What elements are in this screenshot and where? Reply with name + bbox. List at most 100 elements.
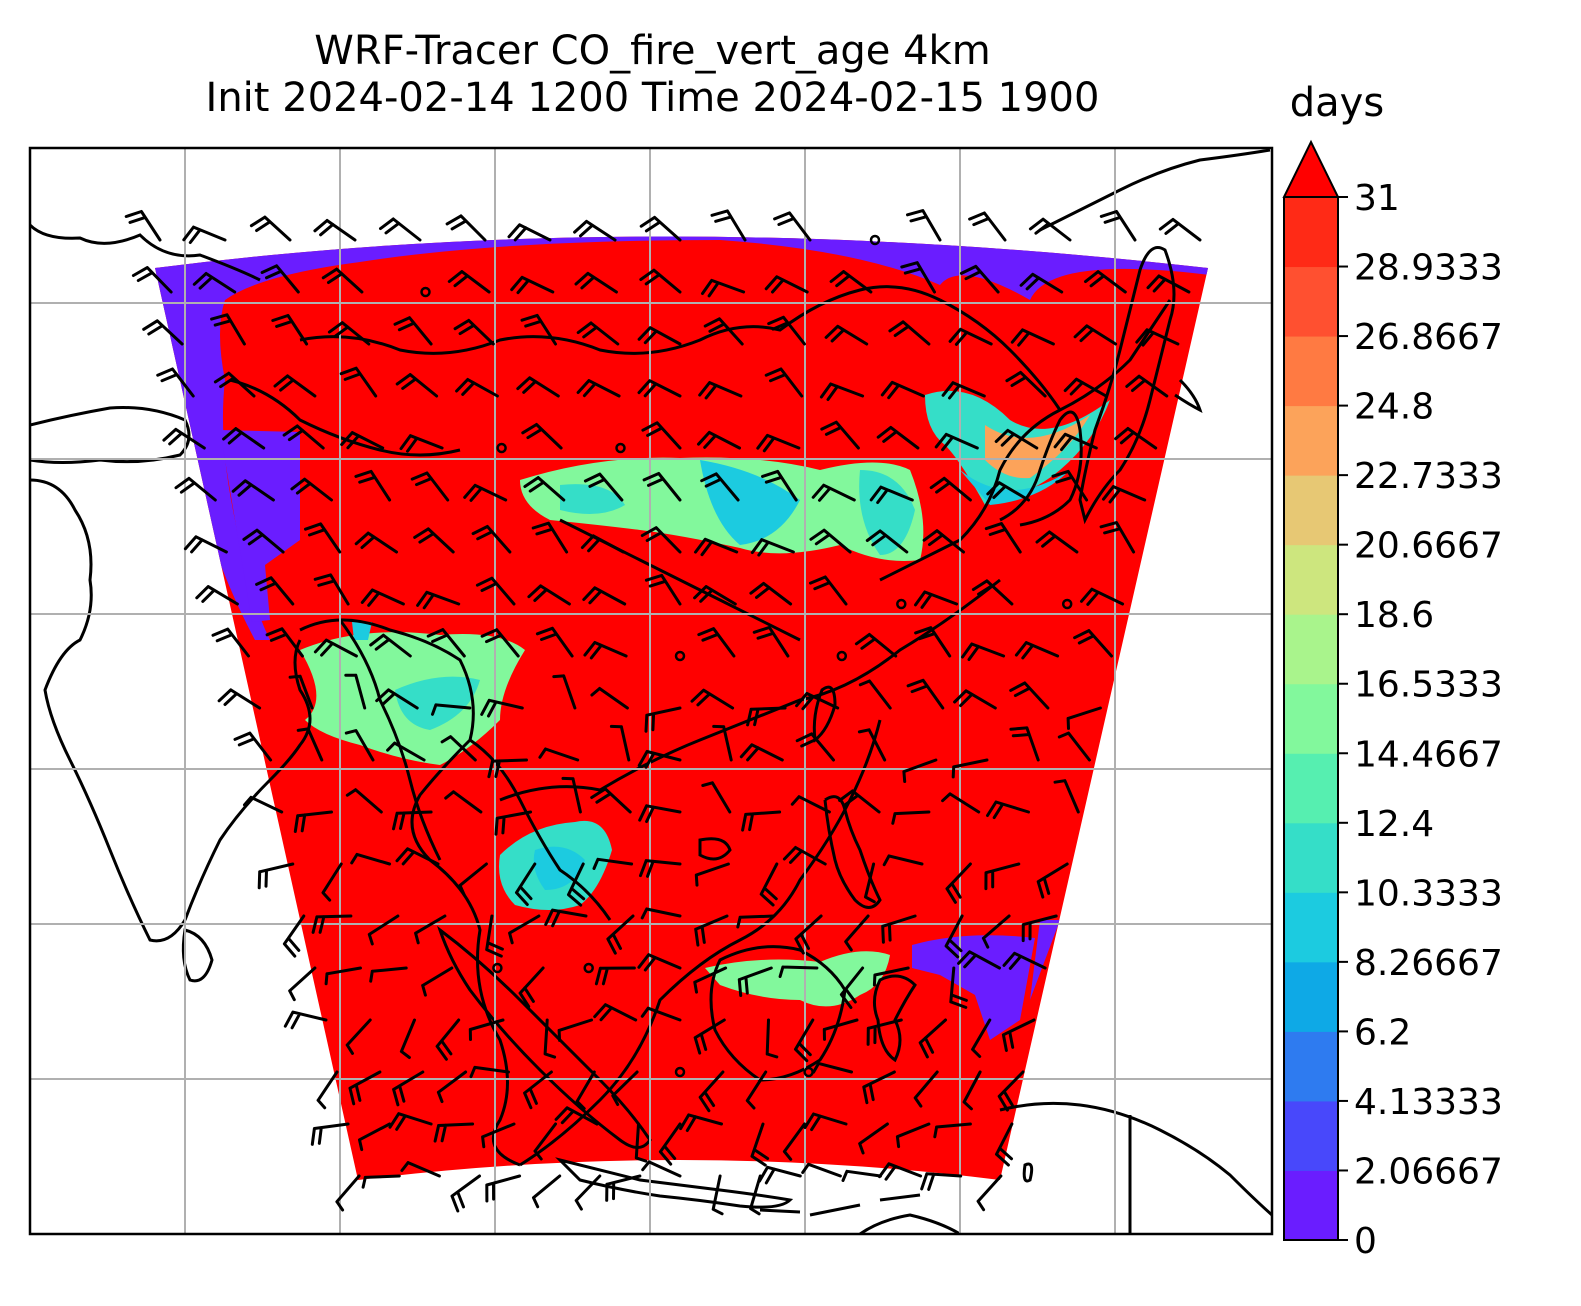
coastline-korea (999, 410, 1083, 527)
wind-barb (360, 588, 405, 607)
coastline-japan (1078, 246, 1176, 525)
wind-barb (609, 724, 631, 762)
wind-barb (803, 1112, 848, 1132)
wind-barb (959, 264, 1000, 294)
wind-barb (693, 966, 728, 994)
wind-barb (213, 371, 256, 398)
colorbar: 0 2.06667 4.13333 6.2 8.26667 10.3333 12.4 14.4… (1282, 139, 1503, 1262)
wind-barb (644, 573, 682, 606)
colorbar-tick-label: 2.06667 (1354, 1151, 1503, 1192)
wind-barb (444, 790, 483, 814)
wind-barb (1073, 324, 1118, 346)
colorbar-extend-arrow (1282, 139, 1340, 198)
wind-barb (131, 266, 173, 294)
wind-barb (413, 527, 455, 554)
coastline-taiwan (812, 685, 837, 743)
wind-barb (1009, 681, 1050, 710)
coastline-india-west (30, 478, 187, 943)
calm-wind-marker (674, 1066, 686, 1078)
wind-barb (811, 483, 856, 502)
wind-barb (475, 576, 516, 606)
wind-barb (997, 1070, 1025, 1112)
wind-barb (533, 1122, 557, 1161)
wind-barb (592, 857, 634, 870)
wind-barb (249, 215, 292, 242)
wind-barb (703, 317, 744, 346)
wind-barb (782, 1122, 806, 1161)
wind-barb (866, 1018, 903, 1046)
wind-barb (1002, 951, 1047, 970)
wind-barb (641, 421, 682, 450)
wind-barb (891, 810, 931, 825)
wind-barb (641, 1160, 682, 1178)
wind-barb (986, 481, 1030, 502)
coastline-australia-north (859, 1213, 961, 1234)
wind-barb (957, 950, 1001, 970)
low-age-region-north (155, 236, 1208, 640)
wind-barb (142, 319, 184, 346)
wind-barb (971, 1018, 992, 1058)
wind-barb (637, 953, 682, 972)
wind-barb (399, 434, 444, 453)
wind-barb (976, 1174, 1003, 1212)
wind-barb (819, 382, 865, 401)
wind-barb (809, 528, 852, 554)
colorbar-tick-label: 20.6667 (1354, 526, 1503, 567)
calm-wind-marker (492, 962, 503, 974)
wind-barb (410, 471, 450, 502)
wind-barb (809, 575, 848, 606)
wind-barb (1099, 210, 1137, 242)
wind-barb (767, 315, 806, 346)
coastline-srilanka (181, 928, 214, 983)
coastline-sakhalin (1174, 378, 1203, 413)
wind-barb (324, 966, 362, 986)
wind-barb (872, 966, 910, 987)
wind-barb (392, 810, 433, 831)
wind-barb (255, 576, 295, 606)
colorbar-tick-label: 28.9333 (1354, 248, 1503, 289)
wind-barb (395, 373, 439, 398)
colorbar-segment (1284, 1031, 1338, 1102)
wind-barb (447, 270, 491, 294)
wind-barb (984, 522, 1022, 554)
wind-barb (313, 573, 350, 606)
wind-barb (914, 626, 952, 658)
wind-barbs (124, 209, 1202, 1216)
wind-barb (640, 1006, 682, 1022)
wind-barb (701, 278, 746, 298)
wind-barb (399, 1018, 416, 1059)
wind-barb (471, 525, 512, 554)
colorbar-segment (1284, 683, 1338, 754)
wind-barb (518, 966, 545, 1009)
wind-barb (243, 795, 284, 814)
wind-barb (576, 379, 621, 398)
wind-barb (951, 758, 989, 779)
plume-central-core (560, 484, 625, 514)
wind-barb (265, 627, 304, 658)
colorbar-tick-label: 4.13333 (1354, 1082, 1503, 1123)
wind-barb (888, 320, 931, 346)
wind-barb (304, 522, 342, 554)
colorbar-tick-label: 14.4667 (1354, 734, 1503, 775)
wind-barb (416, 590, 461, 610)
wind-barb (321, 862, 343, 902)
wind-barb (1036, 862, 1069, 899)
wind-barb (574, 1174, 602, 1211)
wind-barb (1114, 427, 1158, 450)
wind-barb (582, 586, 627, 606)
wind-barb (282, 914, 306, 958)
wind-barb (183, 535, 228, 554)
wind-barb (1035, 530, 1079, 554)
wind-barb (640, 907, 682, 920)
wind-barb (233, 731, 273, 762)
wind-barb (527, 584, 571, 606)
wind-barb (544, 908, 588, 928)
wind-barb (765, 1018, 779, 1059)
wind-barb (450, 1174, 481, 1213)
plume-central-east (859, 470, 915, 555)
wind-barb (906, 678, 945, 710)
wind-barb (1021, 914, 1058, 943)
colorbar-segment (1284, 822, 1338, 893)
wind-barb (948, 327, 993, 346)
